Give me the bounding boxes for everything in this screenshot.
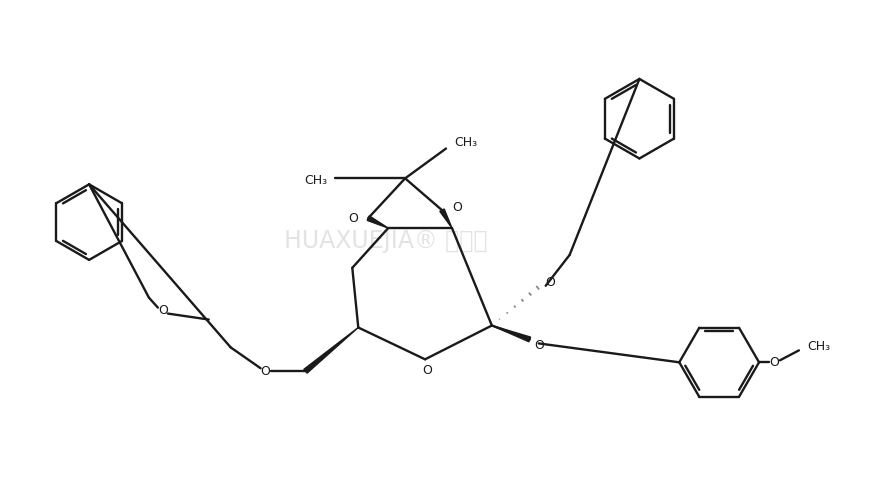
Text: CH₃: CH₃ <box>305 174 327 187</box>
Text: O: O <box>158 304 168 317</box>
Text: O: O <box>349 212 358 225</box>
Text: CH₃: CH₃ <box>807 340 830 353</box>
Polygon shape <box>492 325 530 342</box>
Text: O: O <box>261 365 271 378</box>
Text: O: O <box>452 201 461 214</box>
Text: O: O <box>422 364 432 377</box>
Polygon shape <box>304 327 358 373</box>
Text: CH₃: CH₃ <box>454 136 477 149</box>
Text: HUAXUEJIA® 化学加: HUAXUEJIA® 化学加 <box>284 229 487 253</box>
Text: O: O <box>546 276 556 289</box>
Text: O: O <box>535 339 545 352</box>
Polygon shape <box>367 216 388 228</box>
Text: O: O <box>769 356 779 369</box>
Polygon shape <box>440 209 452 228</box>
